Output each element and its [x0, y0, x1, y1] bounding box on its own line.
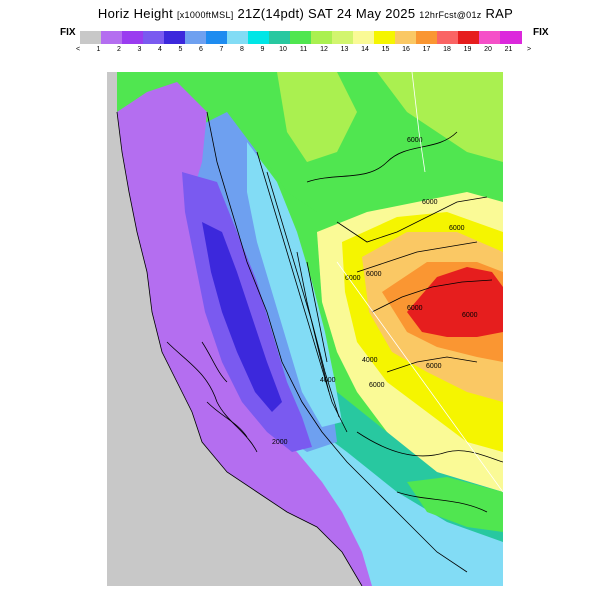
color-scale-tick-label: 11 — [299, 46, 308, 53]
southern-cyan-zone — [267, 422, 503, 586]
color-scale-segment — [311, 31, 333, 44]
color-scale-tick-label: 4 — [158, 46, 162, 53]
contour-label: 6000 — [369, 382, 385, 389]
color-scale-bar — [80, 31, 522, 44]
title-units: [x1000ftMSL] — [176, 10, 234, 20]
color-scale-tick-label: 14 — [361, 46, 369, 53]
color-scale-segment — [479, 31, 501, 44]
contour-lines — [116, 111, 503, 586]
color-scale-tick-label: 7 — [219, 46, 224, 53]
color-scale-segment — [122, 31, 144, 44]
contour-label: 2000 — [272, 439, 288, 446]
contour-label: 4000 — [320, 377, 336, 384]
color-scale-tick-label: 17 — [422, 46, 431, 53]
legend-fix-right: FIX — [533, 27, 549, 38]
northern-green-patch — [377, 72, 503, 162]
color-scale-segment — [269, 31, 291, 44]
color-scale-tick-label: 12 — [320, 46, 328, 53]
color-scale-tick-label: 2 — [117, 46, 121, 53]
color-scale-segment — [206, 31, 228, 44]
color-scale-tick-label: > — [526, 46, 532, 53]
color-scale-tick-label: 1 — [96, 46, 101, 53]
coastal-purple-band — [117, 82, 372, 586]
contour-label: 6000 — [407, 137, 423, 144]
title-model: RAP — [485, 6, 514, 21]
color-scale-segment — [248, 31, 270, 44]
state-boundary — [336, 72, 503, 493]
color-scale-segment — [80, 31, 102, 44]
southern-green-patch — [407, 477, 503, 532]
color-scale-tick-label: 5 — [178, 46, 183, 53]
central-valley-deep — [202, 222, 282, 412]
northern-lime-zone — [277, 72, 357, 162]
legend-fix-left: FIX — [60, 27, 76, 38]
color-scale-tick-label: 18 — [443, 46, 451, 53]
color-scale-ticks: <1 2 3 4 5 6 7 8 9 10 11 12 13 14 15 16 17 18 19 20 21 > — [75, 46, 532, 58]
contour-label: 6000 — [462, 312, 478, 319]
map-title: Horiz Height [x1000ftMSL] 21Z(14pdt) SAT… — [0, 6, 611, 21]
color-scale-segment — [290, 31, 312, 44]
color-scale-tick-label: 19 — [463, 46, 472, 53]
contour-label: 6000 — [345, 275, 361, 282]
color-scale-tick-label: 9 — [260, 46, 265, 53]
title-forecast: 12hrFcst@01z — [419, 10, 482, 20]
title-valid-time: 21Z(14pdt) SAT 24 May 2025 — [237, 6, 416, 21]
color-scale-segment — [332, 31, 354, 44]
color-scale-segment — [500, 31, 522, 44]
color-scale-tick-label: 8 — [240, 46, 244, 53]
color-scale-segment — [101, 31, 123, 44]
contour-label: 6000 — [422, 199, 438, 206]
contour-label: 6000 — [426, 363, 442, 370]
color-scale-segment — [374, 31, 396, 44]
color-scale-segment — [416, 31, 438, 44]
color-scale-tick-label: 16 — [402, 46, 410, 53]
color-scale-segment — [395, 31, 417, 44]
color-scale-segment — [143, 31, 165, 44]
color-scale-segment — [185, 31, 207, 44]
color-scale-segment — [227, 31, 249, 44]
contour-label: 6000 — [366, 271, 382, 278]
color-scale-segment — [437, 31, 459, 44]
color-scale-tick-label: 3 — [137, 46, 142, 53]
color-scale-tick-label: 15 — [381, 46, 390, 53]
color-scale-tick-label: < — [75, 46, 81, 53]
color-scale-segment — [458, 31, 480, 44]
color-scale-segment — [353, 31, 375, 44]
basin-red-zone — [407, 267, 503, 337]
contour-label: 6000 — [449, 225, 465, 232]
contour-label: 4000 — [362, 357, 378, 364]
color-scale-tick-label: 20 — [484, 46, 492, 53]
color-scale-tick-label: 10 — [279, 46, 287, 53]
color-scale-segment — [164, 31, 186, 44]
height-map: 6000 6000 6000 6000 6000 6000 6000 6000 6000 4000… — [107, 72, 503, 586]
contour-label: 6000 — [407, 305, 423, 312]
color-scale-tick-label: 6 — [199, 46, 203, 53]
color-scale-tick-label: 21 — [504, 46, 513, 53]
title-main: Horiz Height — [97, 6, 174, 21]
color-scale-tick-label: 13 — [340, 46, 349, 53]
